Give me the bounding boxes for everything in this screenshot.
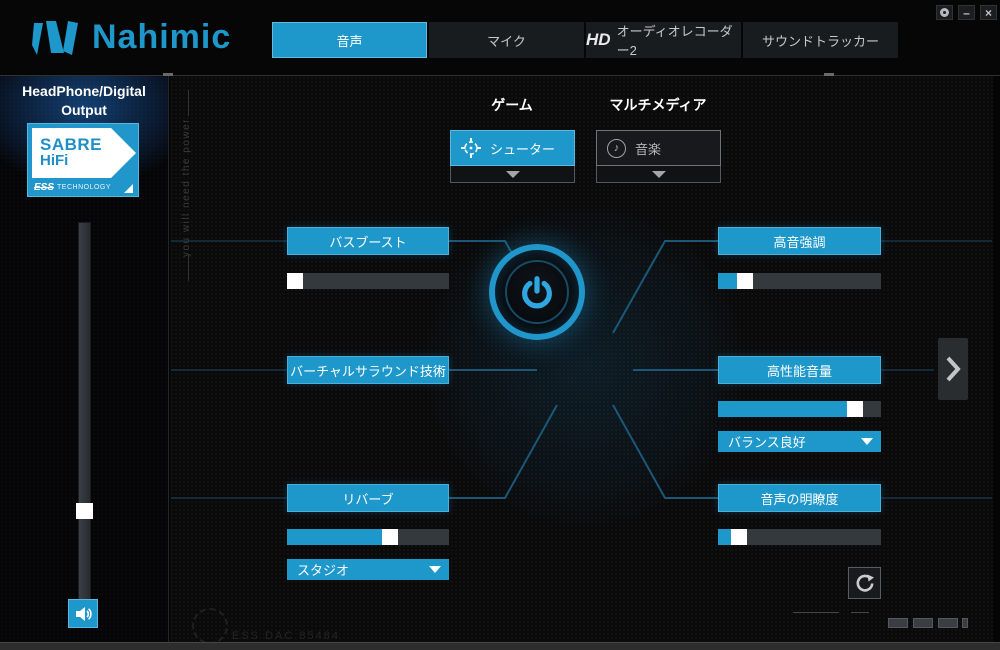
deco-eq-bar: [962, 618, 968, 628]
voice-clarity-slider[interactable]: [718, 529, 881, 545]
tab-audio[interactable]: 音声: [272, 22, 427, 58]
expand-panel-button[interactable]: [938, 338, 968, 400]
reverb-button[interactable]: リバーブ: [287, 484, 449, 512]
output-volume-slider[interactable]: [71, 222, 98, 608]
watermark-line: [188, 255, 189, 281]
deco-eq-bar: [938, 618, 958, 628]
reset-settings-button[interactable]: [848, 567, 881, 599]
game-profile-expander[interactable]: [450, 166, 575, 183]
tab-microphone[interactable]: マイク: [429, 22, 584, 58]
close-icon: ×: [984, 5, 992, 20]
bass-boost-button[interactable]: バスブースト: [287, 227, 449, 255]
close-button[interactable]: ×: [980, 5, 997, 20]
multimedia-profile-expander[interactable]: [596, 166, 721, 183]
chevron-down-icon: [861, 438, 873, 445]
nahimic-logo: Nahimic: [30, 15, 231, 59]
deco-eq-bar: [888, 618, 908, 628]
power-icon: [522, 276, 552, 309]
chevron-down-icon: [505, 170, 520, 178]
watermark-line: [188, 90, 189, 116]
multimedia-profile-dropdown[interactable]: ♪ 音楽: [596, 130, 721, 183]
minimize-button[interactable]: –: [958, 5, 975, 20]
crosshair-icon: [461, 138, 481, 158]
gear-icon: [940, 8, 949, 17]
virtual-surround-button[interactable]: バーチャルサラウンド技術: [287, 356, 449, 384]
deco-dash: [851, 612, 869, 613]
slider-thumb[interactable]: [381, 529, 398, 545]
tab-sound-tracker[interactable]: サウンドトラッカー: [743, 22, 898, 58]
speaker-mute-button[interactable]: [68, 599, 98, 628]
topbar-divider: [0, 75, 1000, 76]
slider-thumb[interactable]: [731, 529, 748, 545]
bass-boost-slider[interactable]: [287, 273, 449, 289]
ess-logo-text: ESS: [34, 181, 55, 193]
divider-notch: [163, 73, 173, 76]
sabre-hifi-badge: SABRE HiFi ESS TECHNOLOGY: [27, 123, 139, 197]
smart-volume-button[interactable]: 高性能音量: [718, 356, 881, 384]
tab-hd-audio-recorder[interactable]: HD オーディオレコーダー2: [586, 22, 741, 58]
chevron-right-icon: [946, 356, 961, 382]
minimize-icon: –: [963, 5, 970, 20]
treble-enhancer-button[interactable]: 高音強調: [718, 227, 881, 255]
speaker-icon: [76, 606, 92, 621]
badge-corner-triangle: [124, 184, 133, 193]
output-device-title: HeadPhone/Digital Output: [22, 83, 146, 118]
volume-slider-thumb[interactable]: [76, 503, 93, 520]
nahimic-logo-icon: [32, 21, 78, 55]
music-note-icon: ♪: [607, 138, 626, 158]
voice-clarity-button[interactable]: 音声の明瞭度: [718, 484, 881, 512]
slider-thumb[interactable]: [847, 401, 864, 417]
window-bottom-edge: [0, 642, 1000, 650]
game-section-label: ゲーム: [491, 97, 533, 113]
chevron-down-icon: [651, 170, 666, 178]
game-profile-dropdown[interactable]: シューター: [450, 130, 575, 183]
slider-thumb[interactable]: [737, 273, 754, 289]
smart-volume-preset-dropdown[interactable]: バランス良好: [718, 431, 881, 452]
hifi-text: HiFi: [40, 152, 69, 170]
reset-icon: [856, 574, 874, 592]
chevron-down-icon: [429, 566, 441, 573]
multimedia-profile-value: 音楽: [635, 141, 662, 157]
vertical-watermark-text: you will need the power: [181, 118, 192, 258]
top-bar: Nahimic 音声 マイク HD オーディオレコーダー2 サウンドトラッカー …: [0, 0, 1000, 75]
deco-dash: [793, 612, 839, 613]
brand-name: Nahimic: [92, 17, 232, 56]
game-profile-value: シューター: [490, 141, 556, 157]
sabre-text: SABRE: [40, 135, 103, 155]
volume-slider-track: [78, 222, 91, 608]
dac-gear-watermark: [192, 608, 228, 644]
multimedia-section-label: マルチメディア: [609, 97, 707, 113]
smart-volume-slider[interactable]: [718, 401, 881, 417]
slider-thumb[interactable]: [287, 273, 303, 289]
center-glow: [425, 206, 745, 526]
deco-eq-bar: [913, 618, 933, 628]
reverb-slider[interactable]: [287, 529, 449, 545]
output-sidebar: HeadPhone/Digital Output SABRE HiFi ESS …: [0, 76, 169, 642]
treble-slider[interactable]: [718, 273, 881, 289]
divider-notch: [824, 73, 834, 76]
reverb-preset-dropdown[interactable]: スタジオ: [287, 559, 449, 580]
settings-button[interactable]: [936, 5, 953, 20]
master-power-button[interactable]: [489, 244, 585, 340]
